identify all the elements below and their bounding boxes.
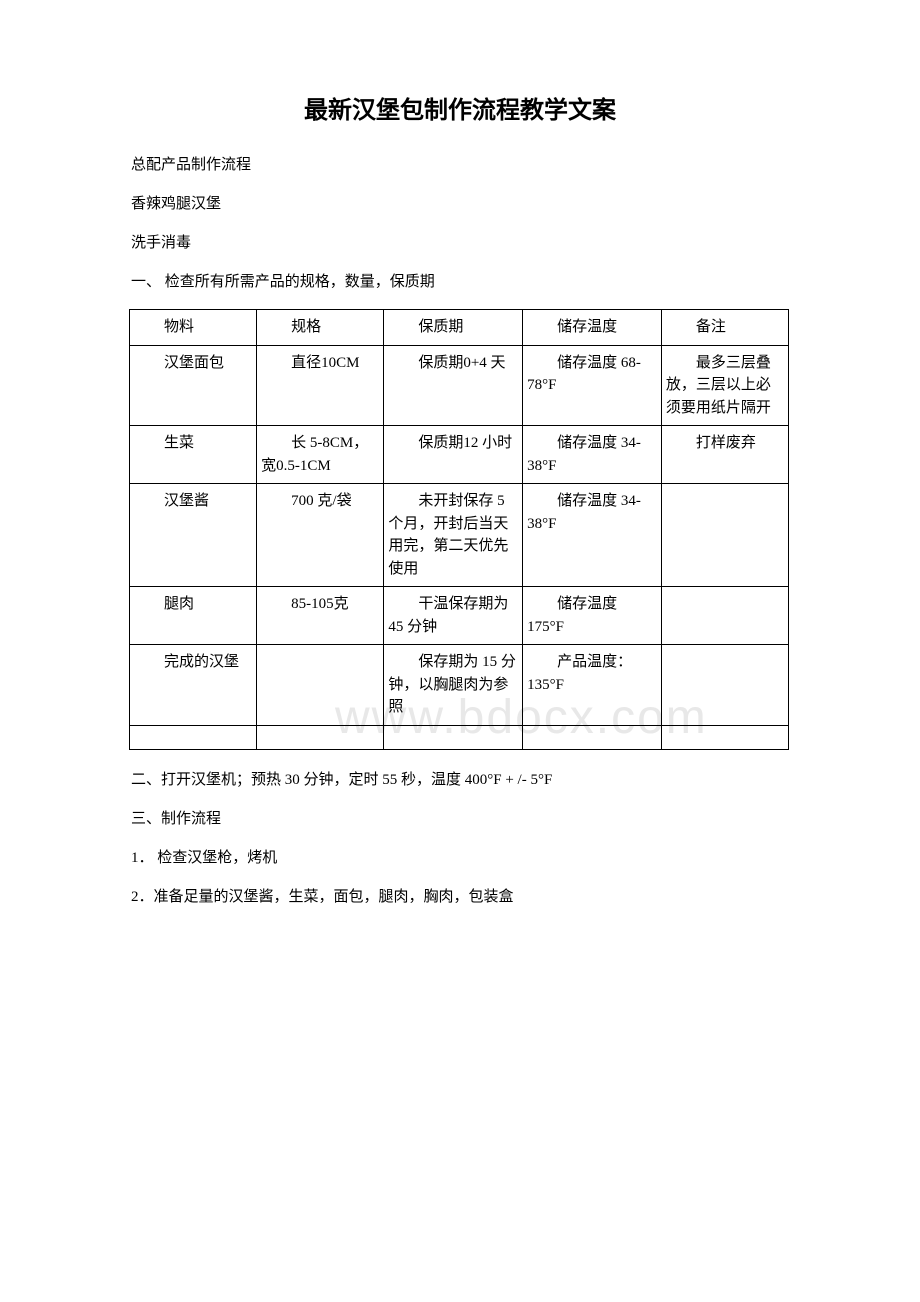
table-cell: 未开封保存 5 个月，开封后当天用完，第二天优先使用	[384, 484, 523, 587]
cell-value: 储存温度 34-38°F	[527, 490, 657, 535]
table-header-cell: 规格	[257, 310, 384, 346]
cell-value: 未开封保存 5 个月，开封后当天用完，第二天优先使用	[388, 490, 518, 580]
document-title: 最新汉堡包制作流程教学文案	[95, 90, 825, 125]
table-row: 腿肉 85-105克 干温保存期为 45 分钟 储存温度 175°F	[130, 587, 789, 645]
table-cell-empty	[523, 725, 662, 749]
table-cell: 储存温度 68-78°F	[523, 345, 662, 426]
intro-line-3: 洗手消毒	[95, 231, 825, 252]
table-cell-empty	[130, 725, 257, 749]
intro-line-2: 香辣鸡腿汉堡	[95, 192, 825, 213]
table-cell	[661, 484, 788, 587]
cell-value: 长 5-8CM，宽0.5-1CM	[261, 432, 379, 477]
section-2-heading: 二、打开汉堡机；预热 30 分钟，定时 55 秒，温度 400°F + /- 5…	[95, 768, 825, 789]
section-1-heading: 一、 检查所有所需产品的规格，数量，保质期	[95, 270, 825, 291]
table-cell	[257, 645, 384, 726]
table-row: 生菜 长 5-8CM，宽0.5-1CM 保质期12 小时 储存温度 34-38°…	[130, 426, 789, 484]
cell-value: 700 克/袋	[261, 490, 379, 513]
table-cell: 汉堡面包	[130, 345, 257, 426]
table-cell: 打样废弃	[661, 426, 788, 484]
materials-table: 物料 规格 保质期 储存温度 备注 汉堡面包 直径10CM 保质期0+4 天 储…	[129, 309, 789, 750]
table-cell: 保存期为 15 分钟，以胸腿肉为参照	[384, 645, 523, 726]
table-cell: 腿肉	[130, 587, 257, 645]
table-cell: 保质期0+4 天	[384, 345, 523, 426]
cell-value: 汉堡酱	[134, 490, 252, 513]
table-cell: 储存温度 34-38°F	[523, 426, 662, 484]
table-row: 完成的汉堡 保存期为 15 分钟，以胸腿肉为参照 产品温度：135°F	[130, 645, 789, 726]
cell-value: 生菜	[134, 432, 252, 455]
table-cell: 700 克/袋	[257, 484, 384, 587]
page-wrapper: www.bdocx.com 最新汉堡包制作流程教学文案 总配产品制作流程 香辣鸡…	[95, 90, 825, 906]
table-header-cell: 保质期	[384, 310, 523, 346]
cell-value: 直径10CM	[261, 352, 379, 375]
cell-value: 产品温度：135°F	[527, 651, 657, 696]
table-row: 汉堡酱 700 克/袋 未开封保存 5 个月，开封后当天用完，第二天优先使用 储…	[130, 484, 789, 587]
table-cell: 产品温度：135°F	[523, 645, 662, 726]
table-header-row: 物料 规格 保质期 储存温度 备注	[130, 310, 789, 346]
cell-value: 汉堡面包	[134, 352, 252, 375]
table-cell: 生菜	[130, 426, 257, 484]
cell-value: 最多三层叠放，三层以上必须要用纸片隔开	[666, 352, 784, 420]
table-cell: 完成的汉堡	[130, 645, 257, 726]
table-cell	[661, 587, 788, 645]
table-cell: 汉堡酱	[130, 484, 257, 587]
header-label: 备注	[666, 316, 784, 339]
table-cell: 直径10CM	[257, 345, 384, 426]
cell-value: 储存温度 34-38°F	[527, 432, 657, 477]
table-cell: 长 5-8CM，宽0.5-1CM	[257, 426, 384, 484]
header-label: 储存温度	[527, 316, 657, 339]
cell-value: 完成的汉堡	[134, 651, 252, 674]
table-cell-empty	[257, 725, 384, 749]
section-3-heading: 三、制作流程	[95, 807, 825, 828]
intro-line-1: 总配产品制作流程	[95, 153, 825, 174]
cell-value: 保质期12 小时	[388, 432, 518, 455]
table-cell: 85-105克	[257, 587, 384, 645]
table-row: 汉堡面包 直径10CM 保质期0+4 天 储存温度 68-78°F 最多三层叠放…	[130, 345, 789, 426]
table-empty-row	[130, 725, 789, 749]
cell-value: 储存温度 68-78°F	[527, 352, 657, 397]
table-cell-empty	[384, 725, 523, 749]
table-header-cell: 物料	[130, 310, 257, 346]
table-cell: 最多三层叠放，三层以上必须要用纸片隔开	[661, 345, 788, 426]
table-cell: 保质期12 小时	[384, 426, 523, 484]
table-cell: 干温保存期为 45 分钟	[384, 587, 523, 645]
cell-value: 85-105克	[261, 593, 379, 616]
cell-value: 干温保存期为 45 分钟	[388, 593, 518, 638]
cell-value: 保质期0+4 天	[388, 352, 518, 375]
cell-value: 储存温度 175°F	[527, 593, 657, 638]
table-cell: 储存温度 34-38°F	[523, 484, 662, 587]
header-label: 规格	[261, 316, 379, 339]
table-header-cell: 储存温度	[523, 310, 662, 346]
cell-value: 腿肉	[134, 593, 252, 616]
header-label: 保质期	[388, 316, 518, 339]
table-header-cell: 备注	[661, 310, 788, 346]
cell-value: 保存期为 15 分钟，以胸腿肉为参照	[388, 651, 518, 719]
step-1: 1． 检查汉堡枪，烤机	[95, 846, 825, 867]
table-cell	[661, 645, 788, 726]
step-2: 2．准备足量的汉堡酱，生菜，面包，腿肉，胸肉，包装盒	[95, 885, 825, 906]
header-label: 物料	[134, 316, 252, 339]
table-cell: 储存温度 175°F	[523, 587, 662, 645]
table-cell-empty	[661, 725, 788, 749]
cell-value: 打样废弃	[666, 432, 784, 455]
